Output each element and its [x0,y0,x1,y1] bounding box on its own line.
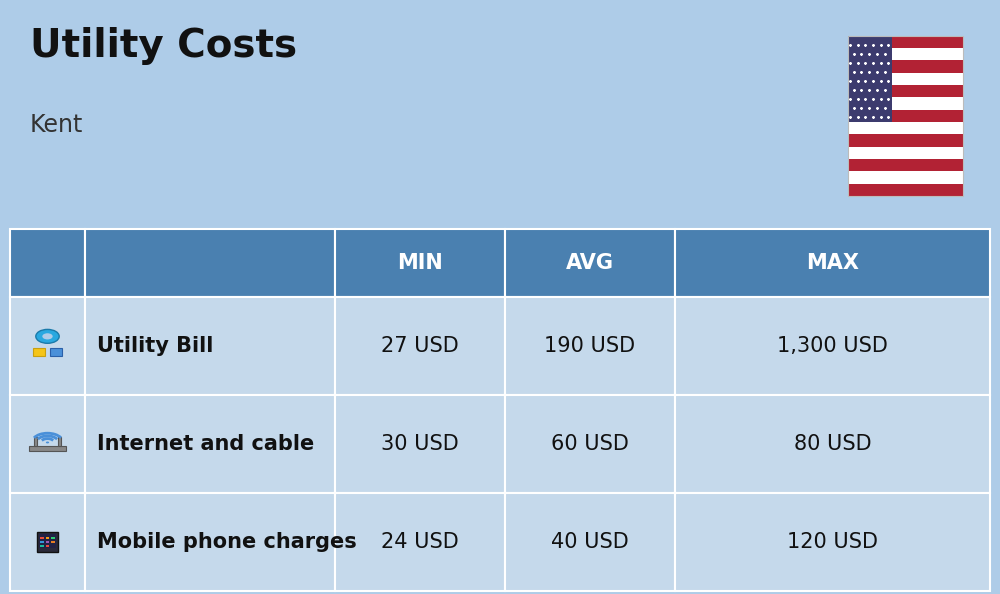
Polygon shape [848,36,892,122]
Polygon shape [40,537,44,539]
Polygon shape [505,493,675,591]
Polygon shape [848,147,963,159]
Polygon shape [46,537,49,539]
Polygon shape [848,171,963,184]
Polygon shape [505,297,675,395]
Text: 60 USD: 60 USD [551,434,629,454]
Polygon shape [29,446,66,451]
Polygon shape [848,48,963,61]
Polygon shape [335,229,505,297]
Polygon shape [335,395,505,493]
Polygon shape [46,541,49,543]
Polygon shape [85,493,335,591]
Polygon shape [848,184,963,196]
Polygon shape [848,61,963,72]
Polygon shape [848,36,963,48]
Circle shape [42,333,53,339]
Polygon shape [675,229,990,297]
Polygon shape [675,395,990,493]
Text: MAX: MAX [806,253,859,273]
Polygon shape [848,122,963,134]
Text: 30 USD: 30 USD [381,434,459,454]
Polygon shape [40,545,44,547]
Polygon shape [848,134,963,147]
Circle shape [36,330,59,343]
Polygon shape [10,229,85,297]
Polygon shape [10,395,85,493]
Polygon shape [335,297,505,395]
Text: 190 USD: 190 USD [544,336,636,356]
Text: Utility Bill: Utility Bill [97,336,213,356]
Polygon shape [848,97,963,110]
Polygon shape [58,437,61,446]
Text: 120 USD: 120 USD [787,532,878,552]
Text: 80 USD: 80 USD [794,434,871,454]
Polygon shape [51,537,55,539]
Polygon shape [335,493,505,591]
Polygon shape [848,72,963,85]
Text: MIN: MIN [397,253,443,273]
Polygon shape [85,297,335,395]
Text: Mobile phone charges: Mobile phone charges [97,532,357,552]
Text: 1,300 USD: 1,300 USD [777,336,888,356]
Text: Kent: Kent [30,113,83,137]
Polygon shape [848,110,963,122]
Circle shape [46,441,49,444]
Polygon shape [85,395,335,493]
Polygon shape [848,85,963,97]
Polygon shape [10,297,85,395]
Text: AVG: AVG [566,253,614,273]
Polygon shape [675,493,990,591]
Polygon shape [50,348,62,356]
Polygon shape [505,229,675,297]
Polygon shape [675,297,990,395]
Polygon shape [46,545,49,547]
Polygon shape [10,493,85,591]
Text: 40 USD: 40 USD [551,532,629,552]
Polygon shape [848,159,963,171]
Polygon shape [85,229,335,297]
Polygon shape [33,348,45,356]
Polygon shape [40,541,44,543]
Polygon shape [37,532,58,552]
Text: 27 USD: 27 USD [381,336,459,356]
Polygon shape [34,437,37,446]
Polygon shape [39,534,56,548]
Text: 24 USD: 24 USD [381,532,459,552]
Text: Utility Costs: Utility Costs [30,27,297,65]
Polygon shape [51,541,55,543]
Polygon shape [505,395,675,493]
Text: Internet and cable: Internet and cable [97,434,314,454]
